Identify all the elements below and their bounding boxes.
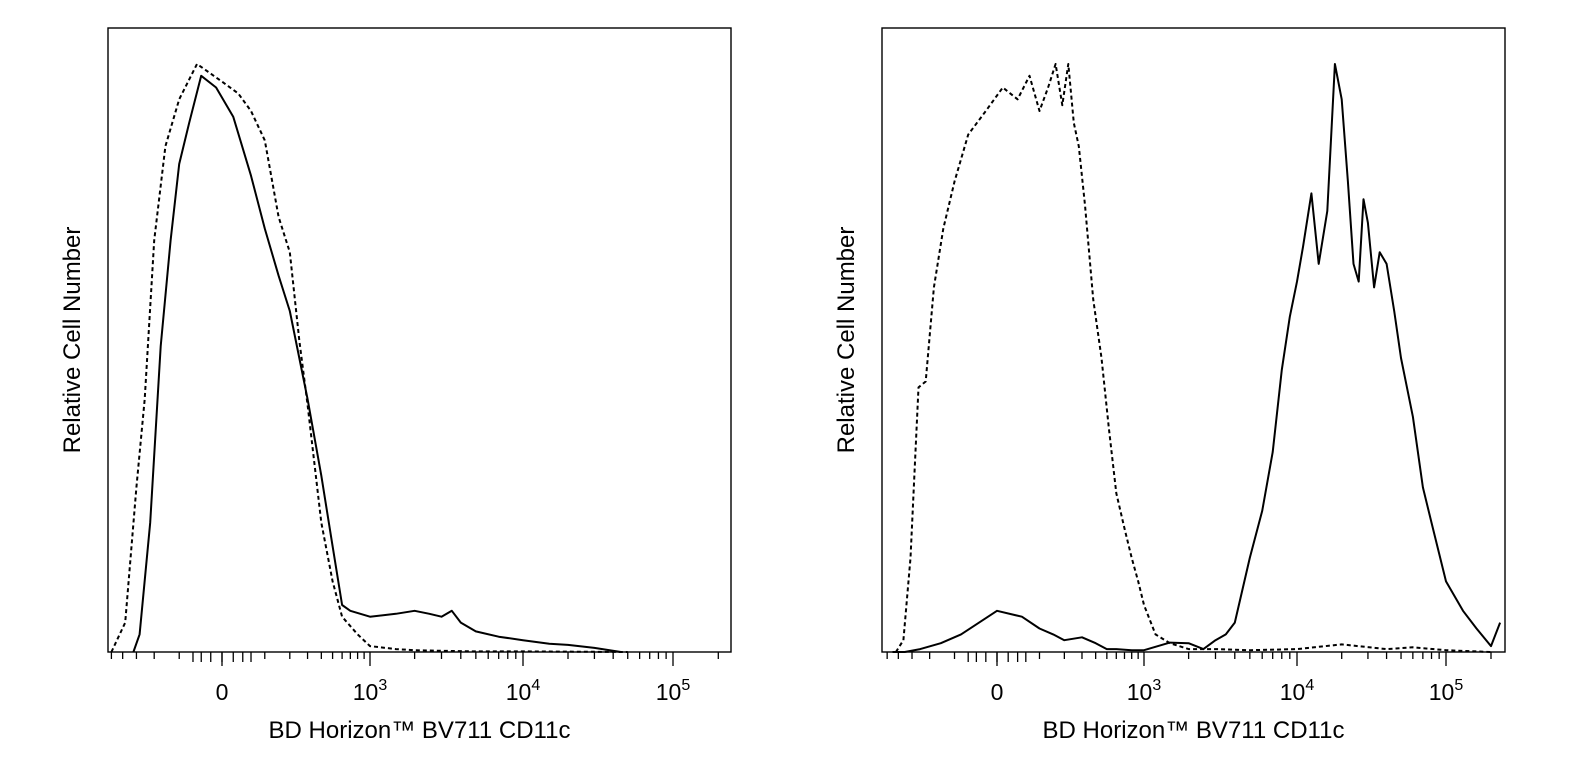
plot-frame — [107, 27, 732, 653]
histogram-panel-right: 0 103 104 105 BD Horizon™ BV711 CD11c Relativ… — [833, 27, 1506, 744]
y-axis-title: Relative Cell Number — [833, 227, 860, 454]
x-tick-label: 105 — [1429, 677, 1464, 705]
x-axis-title: BD Horizon™ BV711 CD11c — [269, 717, 571, 744]
series-line-stained — [892, 63, 1502, 653]
histogram-panel-left: 0 103 104 105 BD Horizon™ BV711 CD11c Relativ… — [59, 27, 732, 744]
x-axis-ticks — [110, 652, 719, 666]
x-tick-label: 105 — [656, 677, 691, 705]
series-line-stained — [132, 74, 622, 653]
x-tick-label: 104 — [1280, 677, 1315, 705]
x-tick-label: 103 — [1127, 677, 1162, 705]
x-axis-ticks — [886, 652, 1492, 666]
x-tick-label: 104 — [506, 677, 541, 705]
series-line-control — [110, 63, 628, 653]
y-axis-title: Relative Cell Number — [59, 227, 86, 454]
series-line-control — [895, 63, 1492, 653]
x-tick-label: 0 — [216, 679, 229, 705]
x-tick-label: 103 — [353, 677, 388, 705]
x-tick-label: 0 — [991, 679, 1004, 705]
plot-frame — [881, 27, 1506, 653]
x-axis-title: BD Horizon™ BV711 CD11c — [1043, 717, 1345, 744]
